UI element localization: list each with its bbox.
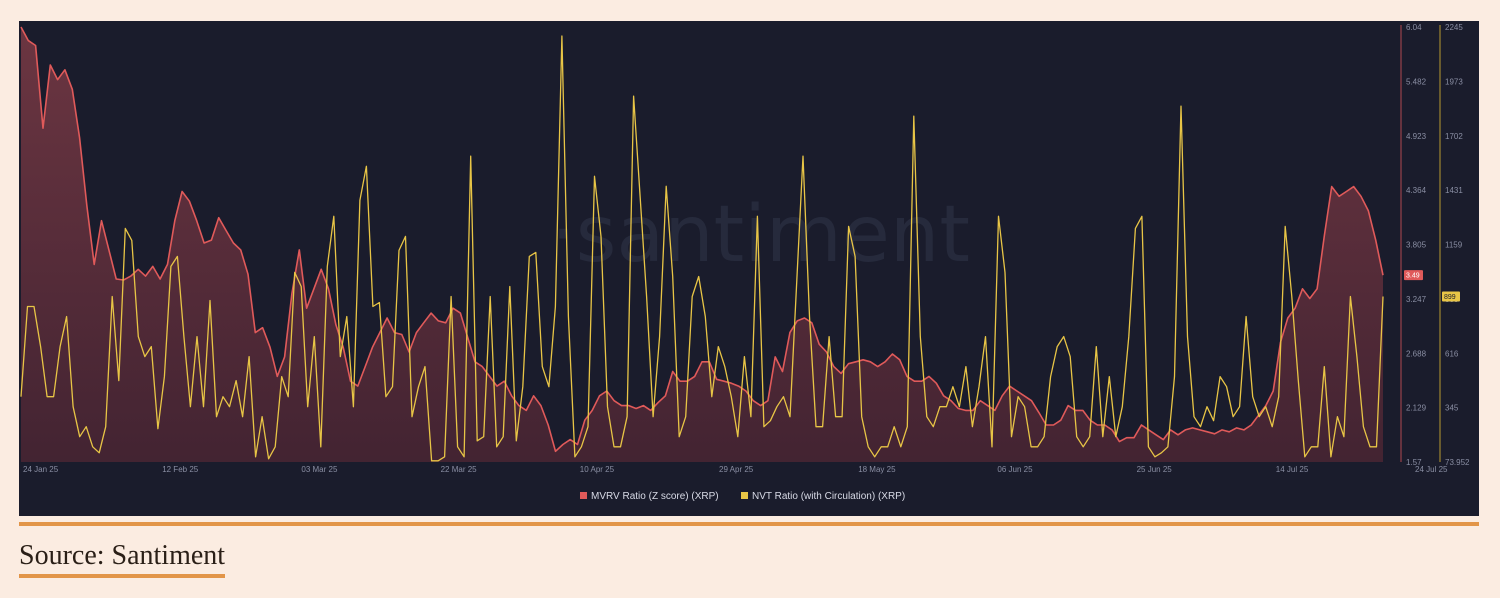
series-line-mvrv xyxy=(20,26,1384,453)
section-divider xyxy=(19,522,1479,526)
legend-swatch-mvrv xyxy=(580,492,587,499)
nvt-axis-tick-label: 1702 xyxy=(1445,132,1463,141)
series-line-nvt xyxy=(20,35,1384,462)
mvrv-axis-tick-label: 2.688 xyxy=(1406,349,1427,358)
nvt-axis-tick-label: 1431 xyxy=(1445,186,1463,195)
nvt-axis-tick-label: 2245 xyxy=(1445,23,1463,32)
x-axis-tick-label: 06 Jun 25 xyxy=(997,465,1033,474)
plot-area xyxy=(20,26,1384,462)
x-axis-tick-label: 25 Jun 25 xyxy=(1137,465,1173,474)
x-axis-tick-label: 22 Mar 25 xyxy=(441,465,478,474)
mvrv-axis-tick-label: 4.364 xyxy=(1406,186,1427,195)
mvrv-current-badge xyxy=(1404,270,1423,281)
nvt-current-badge xyxy=(1442,291,1460,302)
nvt-axis-tick-label: 616 xyxy=(1445,349,1459,358)
mvrv-axis-tick-label: 4.923 xyxy=(1406,132,1427,141)
axes: 6.04 5.482 4.923 4.364 3.805 3.247 2.688 2.129 1… xyxy=(23,23,1470,474)
chart-panel: ·santiment 6.04 5.482 4.923 4.364 3.805 3.247… xyxy=(19,21,1479,516)
mvrv-axis-tick-label: 2.129 xyxy=(1406,404,1427,413)
nvt-axis-tick-label: 345 xyxy=(1445,404,1459,413)
x-axis-tick-label: 10 Apr 25 xyxy=(580,465,615,474)
nvt-axis-tick-label: 1973 xyxy=(1445,77,1463,86)
x-axis-tick-label: 24 Jan 25 xyxy=(23,465,59,474)
x-axis-tick-label: 03 Mar 25 xyxy=(301,465,338,474)
mvrv-axis-tick-label: 6.04 xyxy=(1406,23,1422,32)
watermark-text: ·santiment xyxy=(551,190,970,280)
chart-svg: ·santiment 6.04 5.482 4.923 4.364 3.805 3.247… xyxy=(20,23,1470,502)
source-caption: Source: Santiment xyxy=(19,540,226,578)
nvt-current-value: 899 xyxy=(1444,294,1456,301)
legend-swatch-nvt xyxy=(741,492,748,499)
x-axis-tick-label: 12 Feb 25 xyxy=(162,465,199,474)
legend-label-mvrv: MVRV Ratio (Z score) (XRP) xyxy=(591,491,719,502)
mvrv-axis-tick-label: 1.57 xyxy=(1406,458,1422,467)
x-axis-tick-label: 29 Apr 25 xyxy=(719,465,754,474)
mvrv-axis-tick-label: 3.247 xyxy=(1406,295,1427,304)
legend-label-nvt: NVT Ratio (with Circulation) (XRP) xyxy=(752,491,905,502)
mvrv-current-value: 3.49 xyxy=(1406,273,1420,280)
mvrv-axis-tick-label: 3.805 xyxy=(1406,241,1427,250)
x-axis-tick-label: 18 May 25 xyxy=(858,465,896,474)
nvt-axis-tick-label: 73.952 xyxy=(1445,458,1470,467)
legend: MVRV Ratio (Z score) (XRP) NVT Ratio (wi… xyxy=(580,491,905,502)
mvrv-axis-tick-label: 5.482 xyxy=(1406,77,1427,86)
nvt-axis-tick-label: 1159 xyxy=(1445,241,1463,250)
x-axis-tick-label: 24 Jul 25 xyxy=(1415,465,1448,474)
x-axis-tick-label: 14 Jul 25 xyxy=(1276,465,1309,474)
